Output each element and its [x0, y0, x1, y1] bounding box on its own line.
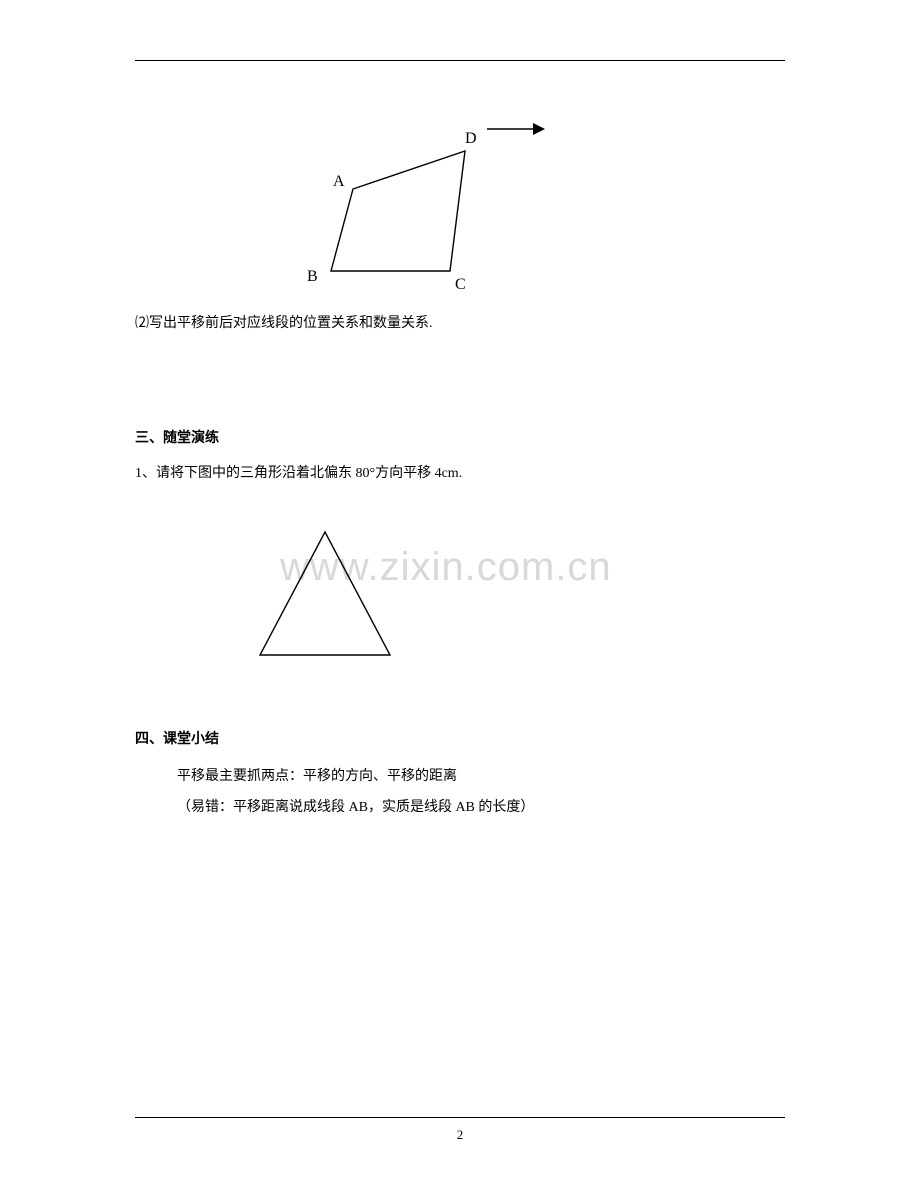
exercise-1-text: 1、请将下图中的三角形沿着北偏东 80°方向平移 4cm.: [135, 461, 785, 486]
section-4-heading: 四、课堂小结: [135, 727, 785, 752]
vertex-label-b: B: [307, 268, 318, 285]
summary-line-1: 平移最主要抓两点：平移的方向、平移的距离: [135, 762, 785, 793]
summary-line-2: （易错：平移距离说成线段 AB，实质是线段 AB 的长度）: [135, 793, 785, 824]
quadrilateral-svg: A B C D: [225, 111, 545, 296]
question-2-text: ⑵写出平移前后对应线段的位置关系和数量关系.: [135, 311, 785, 336]
triangle-svg: [250, 527, 400, 662]
top-rule: [135, 60, 785, 61]
vertex-label-d: D: [465, 130, 477, 147]
arrow-head: [533, 123, 545, 135]
figure-triangle: [250, 527, 785, 667]
section-4: 四、课堂小结 平移最主要抓两点：平移的方向、平移的距离 （易错：平移距离说成线段…: [135, 727, 785, 824]
figure-quadrilateral: A B C D: [225, 111, 785, 301]
triangle-shape: [260, 532, 390, 655]
section-3-heading: 三、随堂演练: [135, 426, 785, 451]
bottom-rule: [135, 1117, 785, 1118]
quadrilateral-shape: [331, 151, 465, 271]
vertex-label-a: A: [333, 173, 345, 190]
vertex-label-c: C: [455, 276, 466, 293]
page-number: 2: [0, 1127, 920, 1143]
